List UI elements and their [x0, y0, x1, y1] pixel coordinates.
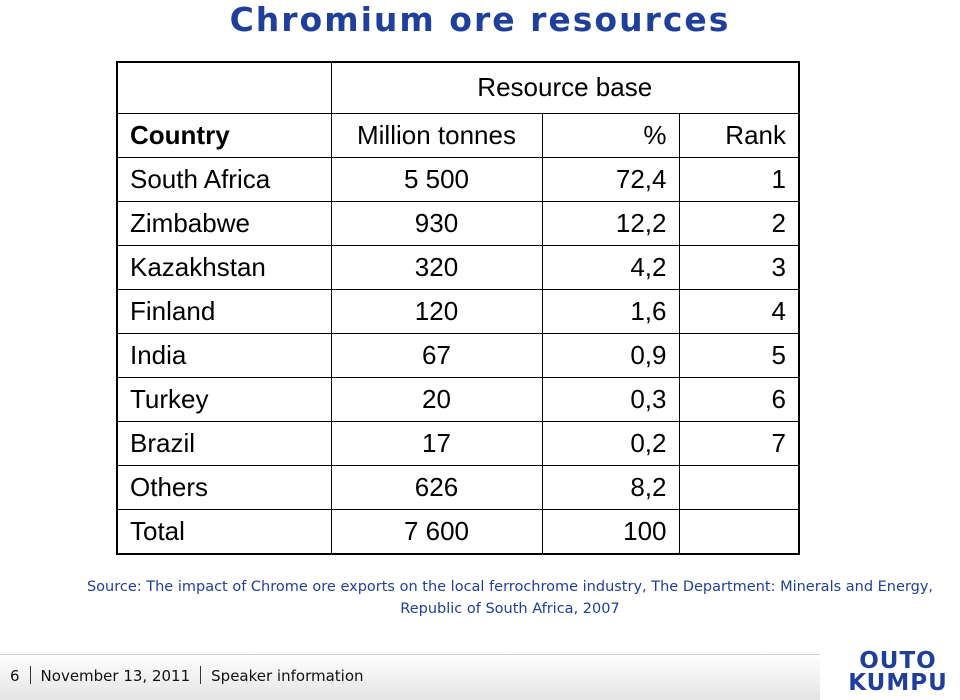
header-rank: Rank [678, 112, 798, 157]
footer-date: November 13, 2011 [40, 667, 191, 685]
resource-table: Resource base Country Million tonnes % R… [116, 61, 800, 555]
table-row: Finland 120 1,6 4 [118, 288, 798, 333]
table-corner-cell [118, 63, 331, 113]
page-number: 6 [10, 667, 20, 685]
table-header-row: Country Million tonnes % Rank [118, 112, 798, 157]
footer-divider [29, 666, 31, 684]
footer-divider [200, 666, 202, 684]
cell-country: Finland [118, 288, 331, 333]
header-percent: % [541, 112, 679, 157]
source-citation: Source: The impact of Chrome ore exports… [86, 579, 934, 617]
footer-speaker: Speaker information [211, 667, 364, 685]
cell-million-tonnes: 5 500 [330, 156, 542, 201]
cell-million-tonnes: 120 [330, 288, 542, 333]
cell-rank: 1 [678, 156, 798, 201]
table-row: Brazil 17 0,2 7 [118, 420, 798, 465]
cell-country: Turkey [118, 376, 331, 421]
cell-country: Zimbabwe [118, 200, 331, 245]
cell-million-tonnes: 67 [330, 332, 542, 377]
logo-line-1: OUTO [859, 648, 937, 674]
cell-rank [678, 508, 798, 553]
footer-bar [0, 654, 820, 700]
cell-country: Total [118, 508, 331, 553]
logo-line-2: KUMPU [848, 670, 948, 696]
cell-country: Others [118, 464, 331, 509]
cell-percent: 0,2 [541, 420, 679, 465]
cell-percent: 8,2 [541, 464, 679, 509]
cell-rank: 4 [678, 288, 798, 333]
cell-rank [678, 464, 798, 509]
cell-percent: 72,4 [541, 156, 679, 201]
cell-million-tonnes: 626 [330, 464, 542, 509]
cell-percent: 4,2 [541, 244, 679, 289]
cell-rank: 2 [678, 200, 798, 245]
cell-country: Kazakhstan [118, 244, 331, 289]
table-group-header-row: Resource base [118, 63, 798, 113]
cell-country: Brazil [118, 420, 331, 465]
cell-percent: 0,9 [541, 332, 679, 377]
outokumpu-logo: OUTO KUMPU [842, 650, 954, 698]
cell-rank: 6 [678, 376, 798, 421]
cell-million-tonnes: 930 [330, 200, 542, 245]
cell-rank: 7 [678, 420, 798, 465]
cell-million-tonnes: 7 600 [330, 508, 542, 553]
cell-million-tonnes: 17 [330, 420, 542, 465]
table-row: India 67 0,9 5 [118, 332, 798, 377]
table-row: Turkey 20 0,3 6 [118, 376, 798, 421]
cell-country: India [118, 332, 331, 377]
cell-rank: 3 [678, 244, 798, 289]
footer: 6 November 13, 2011 Speaker information [10, 666, 364, 685]
table-row-total: Total 7 600 100 [118, 508, 798, 553]
header-country: Country [118, 112, 331, 157]
cell-percent: 100 [541, 508, 679, 553]
table-row: Zimbabwe 930 12,2 2 [118, 200, 798, 245]
cell-percent: 0,3 [541, 376, 679, 421]
group-header-resource-base: Resource base [330, 63, 798, 113]
table-row: South Africa 5 500 72,4 1 [118, 156, 798, 201]
table-row: Kazakhstan 320 4,2 3 [118, 244, 798, 289]
header-million-tonnes: Million tonnes [330, 112, 542, 157]
cell-percent: 12,2 [541, 200, 679, 245]
slide-title: Chromium ore resources [229, 0, 731, 39]
cell-percent: 1,6 [541, 288, 679, 333]
cell-million-tonnes: 20 [330, 376, 542, 421]
cell-country: South Africa [118, 156, 331, 201]
cell-million-tonnes: 320 [330, 244, 542, 289]
table-row: Others 626 8,2 [118, 464, 798, 509]
cell-rank: 5 [678, 332, 798, 377]
